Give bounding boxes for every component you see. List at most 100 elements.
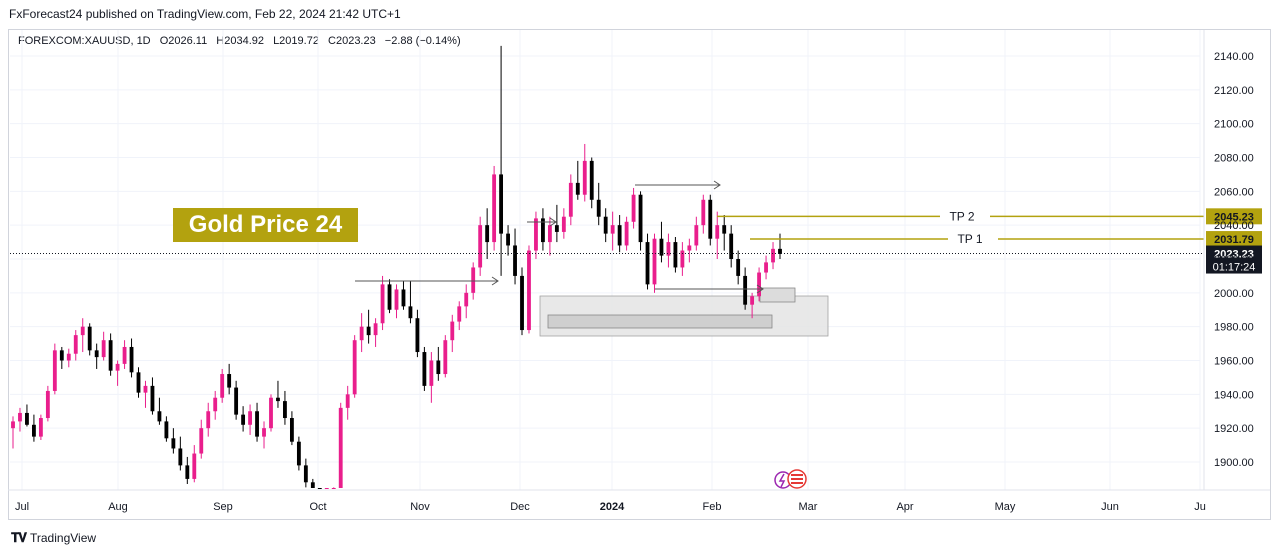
candle-body	[38, 418, 43, 437]
candle-body	[485, 225, 490, 243]
candle-body	[401, 289, 406, 307]
y-tick-label: 2060.00	[1214, 186, 1254, 198]
candle-body	[115, 363, 120, 371]
candle-body	[596, 199, 601, 217]
candle-body	[269, 397, 273, 429]
candle-body	[506, 233, 510, 246]
symbol-info: FOREXCOM:XAUUSD, 1D O2026.11 H2034.92 L2…	[18, 35, 467, 47]
candle-body	[513, 245, 517, 276]
tradingview-logo[interactable]: 𝐓𝐕 TradingView	[11, 530, 96, 546]
candle-body	[547, 225, 552, 243]
candle-body	[359, 326, 364, 341]
candle-body	[80, 326, 85, 336]
candle-body	[527, 250, 531, 331]
candle-body	[276, 397, 280, 402]
candle-body	[610, 225, 615, 234]
candle-body	[32, 424, 36, 437]
candle-body	[331, 488, 336, 489]
candle-body	[771, 248, 775, 263]
demand-zone-inner	[547, 314, 773, 329]
x-tick-label: Apr	[896, 501, 913, 513]
candle-body	[387, 284, 392, 310]
candle-body	[778, 248, 782, 254]
y-tick-label: 2080.00	[1214, 153, 1254, 165]
tradingview-logo-icon: 𝐓𝐕	[11, 530, 27, 545]
x-tick-label: Ju	[1194, 501, 1206, 513]
candle-body	[764, 262, 768, 273]
candle-body	[178, 448, 183, 466]
target-price-tag-text: 2045.23	[1214, 211, 1254, 223]
target-label: TP 1	[957, 232, 982, 246]
candle-body	[429, 360, 434, 386]
x-tick-label: May	[995, 501, 1016, 513]
y-tick-label: 2020.00	[1214, 254, 1254, 266]
candle-body	[422, 352, 427, 386]
candle-body	[289, 418, 294, 442]
us-flag-stripe	[791, 478, 803, 480]
candle-body	[659, 238, 664, 256]
candle-body	[45, 390, 50, 419]
ohlc-high: H2034.92	[216, 35, 264, 47]
candle-body	[234, 387, 239, 415]
candle-body	[296, 441, 301, 466]
candle-body	[561, 216, 566, 232]
target-price-tag-text: 2031.79	[1214, 234, 1254, 246]
y-tick-label: 2120.00	[1214, 85, 1254, 97]
candle-body	[324, 488, 329, 489]
symbol-name[interactable]: FOREXCOM:XAUUSD, 1D	[18, 35, 151, 47]
y-tick-label: 2100.00	[1214, 119, 1254, 131]
demand-zone-small	[759, 287, 796, 303]
ohlc-close: C2023.23	[328, 35, 376, 47]
candle-body	[206, 411, 211, 429]
us-flag-stripe	[791, 482, 803, 484]
candle-body	[171, 438, 176, 449]
candle-body	[248, 411, 252, 425]
x-tick-label: Jul	[15, 501, 29, 513]
x-tick-label: Nov	[410, 501, 430, 513]
candle-body	[25, 412, 29, 425]
countdown-text: 01:17:24	[1213, 262, 1256, 274]
candle-body	[415, 318, 420, 353]
candle-body	[638, 194, 643, 243]
candle-body	[617, 225, 622, 246]
target-price-tag	[1206, 231, 1262, 248]
candle-body	[408, 306, 413, 319]
candle-body	[589, 160, 594, 200]
candle-body	[443, 340, 448, 375]
candle-body	[345, 394, 350, 408]
candle-body	[554, 225, 559, 232]
candle-body	[701, 199, 706, 226]
candle-body	[338, 407, 343, 488]
candle-body	[687, 245, 692, 251]
publisher-line: FxForecast24 published on TradingView.co…	[9, 7, 401, 21]
candle-body	[241, 414, 246, 425]
candle-body	[582, 160, 587, 195]
y-tick-label: 1960.00	[1214, 356, 1254, 368]
candle-body	[122, 346, 127, 364]
candle-body	[255, 411, 259, 437]
y-tick-label: 2040.00	[1214, 220, 1254, 232]
candle-body	[213, 397, 218, 412]
x-tick-label: 2024	[600, 501, 625, 513]
candle-body	[192, 453, 197, 479]
candle-body	[457, 306, 462, 322]
candle-body	[380, 284, 385, 324]
candle-body	[52, 350, 57, 391]
candle-body	[150, 385, 155, 412]
candle-body	[757, 272, 761, 297]
candle-body	[59, 350, 64, 361]
structure-arrow-head	[549, 217, 557, 227]
candle-body	[143, 385, 148, 393]
candle-body	[534, 218, 538, 251]
candle-body	[129, 346, 134, 373]
candle-body	[575, 182, 580, 195]
structure-arrow-head	[713, 180, 721, 190]
candle-body	[666, 242, 671, 256]
x-tick-label: Oct	[309, 501, 326, 513]
candle-body	[680, 250, 685, 268]
candle-body	[729, 233, 734, 259]
candle-body	[108, 340, 113, 371]
structure-arrow-head	[491, 276, 499, 286]
x-tick-label: Feb	[703, 501, 722, 513]
